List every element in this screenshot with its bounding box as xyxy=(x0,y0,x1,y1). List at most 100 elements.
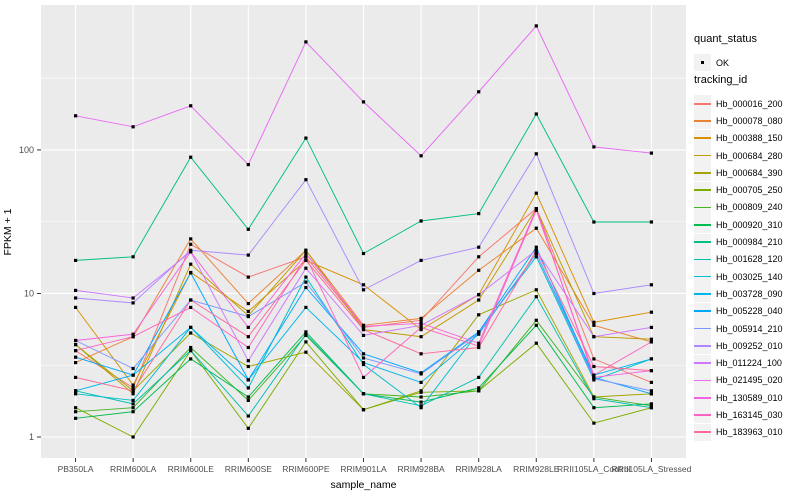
swatch-line-icon xyxy=(694,327,711,330)
legend-color-swatch xyxy=(694,129,711,147)
data-point xyxy=(131,389,135,393)
x-tick-label: RRIM600PE xyxy=(282,464,330,474)
data-point xyxy=(74,355,78,359)
data-point xyxy=(649,389,653,393)
swatch-line-icon xyxy=(694,431,711,434)
data-point xyxy=(189,331,193,335)
legend-color-swatch xyxy=(694,423,711,441)
data-point xyxy=(649,340,653,344)
data-point xyxy=(304,350,308,354)
data-point xyxy=(361,361,366,365)
data-point xyxy=(74,349,78,353)
data-point xyxy=(649,406,653,410)
x-tick-label: RRII105LA_Stressed xyxy=(612,464,692,474)
data-point xyxy=(534,248,538,252)
data-point xyxy=(649,220,653,224)
legend-item-label: Hb_005228_040 xyxy=(716,306,783,317)
data-point xyxy=(592,373,596,377)
data-point xyxy=(189,155,193,159)
data-point xyxy=(246,398,250,402)
data-point xyxy=(131,373,135,377)
data-point xyxy=(304,280,308,284)
y-tick-label: 100 xyxy=(19,145,34,155)
data-point xyxy=(74,296,78,300)
data-point xyxy=(419,325,423,329)
data-point xyxy=(419,318,423,322)
data-point xyxy=(592,395,596,399)
legend-items: Hb_000016_200 Hb_000078_080 Hb_000388_150 H… xyxy=(694,95,783,441)
legend-item-label: Hb_183963_010 xyxy=(716,427,783,438)
data-point xyxy=(246,395,250,399)
data-point xyxy=(477,389,481,393)
data-point xyxy=(361,392,366,396)
legend-item: Hb_005914_210 xyxy=(694,320,783,337)
legend-color-swatch xyxy=(694,198,711,216)
data-point xyxy=(649,369,653,373)
data-point xyxy=(592,291,596,296)
legend-color-swatch xyxy=(694,112,711,130)
legend-color-swatch xyxy=(694,337,711,355)
data-point xyxy=(189,242,193,246)
data-point xyxy=(592,364,596,369)
data-point xyxy=(361,283,366,287)
swatch-line-icon xyxy=(694,362,711,364)
data-point xyxy=(246,253,250,257)
data-point xyxy=(419,328,423,332)
data-point xyxy=(419,404,423,408)
legend-item-label: OK xyxy=(716,57,730,68)
data-point xyxy=(131,406,135,410)
data-point xyxy=(477,245,481,249)
data-point xyxy=(74,258,78,262)
data-point xyxy=(419,352,423,356)
swatch-line-icon xyxy=(694,223,711,226)
data-point xyxy=(74,389,78,393)
legend-item-label: Hb_005914_210 xyxy=(716,323,783,334)
x-tick-label: RRIM928BA xyxy=(397,464,445,474)
x-tick-label: RRIM600SE xyxy=(225,464,273,474)
data-point xyxy=(649,392,653,396)
data-point xyxy=(419,258,423,262)
data-point xyxy=(419,390,423,394)
legend-item-label: Hb_000684_280 xyxy=(716,150,783,161)
data-point xyxy=(361,408,366,412)
legend-item: Hb_000920_310 xyxy=(694,216,783,234)
data-point xyxy=(74,114,78,118)
data-point xyxy=(477,375,481,379)
legend-item: Hb_183963_010 xyxy=(694,423,783,441)
data-point xyxy=(361,251,366,256)
black-point-icon xyxy=(700,60,705,65)
data-point xyxy=(246,335,250,339)
data-point xyxy=(131,335,135,339)
legend-quant-status: quant_status OK xyxy=(694,33,757,72)
data-point xyxy=(246,325,250,329)
data-point xyxy=(304,340,308,344)
swatch-line-icon xyxy=(694,258,711,261)
data-point xyxy=(74,416,78,420)
y-axis-title: FPKM + 1 xyxy=(2,208,14,256)
data-point xyxy=(534,323,538,327)
data-point xyxy=(304,332,308,336)
data-point xyxy=(246,163,250,167)
data-point xyxy=(649,310,653,314)
legend-title-tracking-id: tracking_id xyxy=(694,74,748,86)
swatch-line-icon xyxy=(694,206,711,209)
legend-item: Hb_021495_020 xyxy=(694,371,783,389)
legend-item-label: Hb_000388_150 xyxy=(716,133,783,144)
data-point xyxy=(419,380,423,384)
data-point xyxy=(649,337,653,341)
data-point xyxy=(419,372,423,376)
legend-tracking-id: tracking_id Hb_000016_200 Hb_000078_080 Hb… xyxy=(694,74,783,441)
data-point xyxy=(649,404,653,408)
legend-item-label: Hb_000920_310 xyxy=(716,219,783,230)
data-point xyxy=(592,397,596,401)
data-point xyxy=(649,357,653,361)
data-point xyxy=(534,251,538,256)
legend-color-swatch xyxy=(694,302,711,320)
data-point xyxy=(304,330,308,334)
data-point xyxy=(592,421,596,425)
swatch-line-icon xyxy=(694,379,711,382)
data-point xyxy=(74,392,78,396)
data-point xyxy=(649,325,653,329)
data-point xyxy=(592,375,596,379)
legend-item: Hb_000684_280 xyxy=(694,147,783,165)
